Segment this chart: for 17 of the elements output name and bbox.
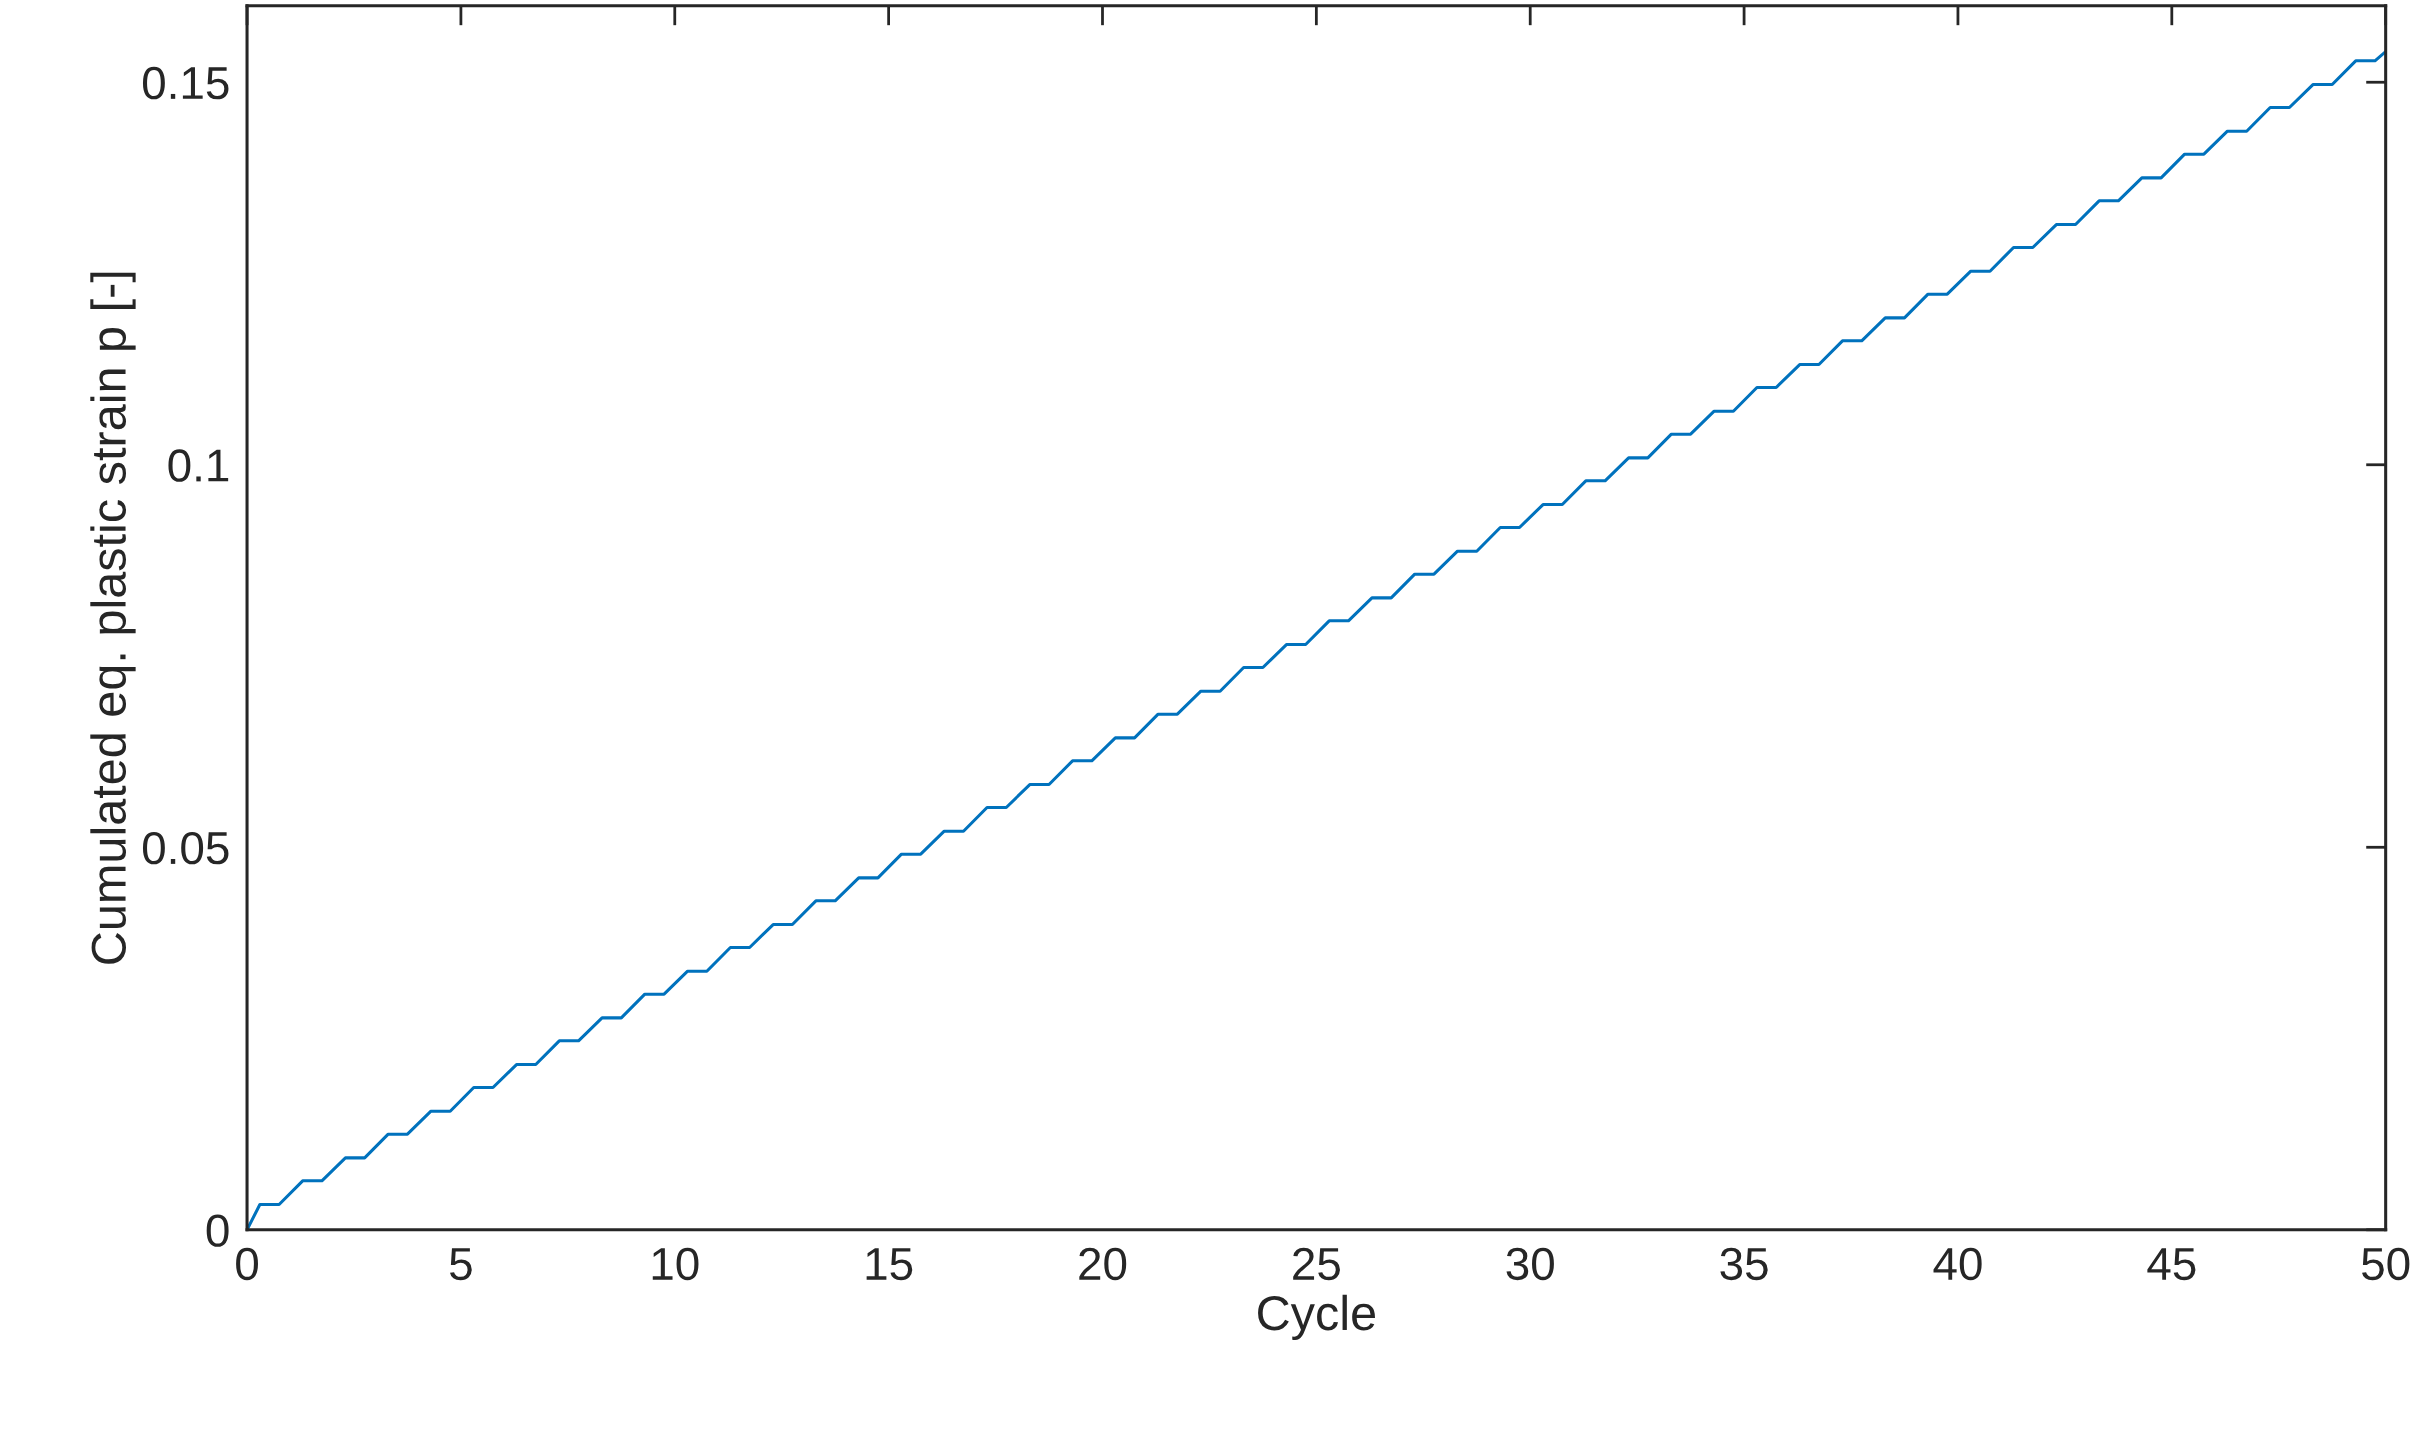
y-tick-label: 0.05 bbox=[142, 831, 229, 865]
y-tick-label: 0.15 bbox=[142, 66, 229, 100]
y-tick-label: 0 bbox=[206, 1214, 229, 1247]
x-axis-title: Cycle bbox=[1258, 1294, 1375, 1341]
x-tick-label: 10 bbox=[652, 1247, 699, 1281]
x-tick-label: 50 bbox=[2362, 1247, 2410, 1281]
x-tick-label: 5 bbox=[450, 1248, 472, 1281]
x-tick-label: 25 bbox=[1293, 1247, 1340, 1281]
x-tick-label: 45 bbox=[2147, 1248, 2196, 1281]
x-tick-label: 30 bbox=[1506, 1247, 1554, 1281]
y-tick-label: 0.1 bbox=[168, 449, 229, 482]
x-tick-label: 40 bbox=[1933, 1247, 1982, 1281]
x-tick-label: 20 bbox=[1079, 1247, 1127, 1281]
x-tick-label: 15 bbox=[866, 1248, 913, 1281]
y-axis-title: Cumulated eq. plastic strain p [-] bbox=[90, 272, 136, 964]
x-tick-label: 35 bbox=[1720, 1247, 1768, 1281]
x-tick-label: 0 bbox=[236, 1247, 258, 1281]
